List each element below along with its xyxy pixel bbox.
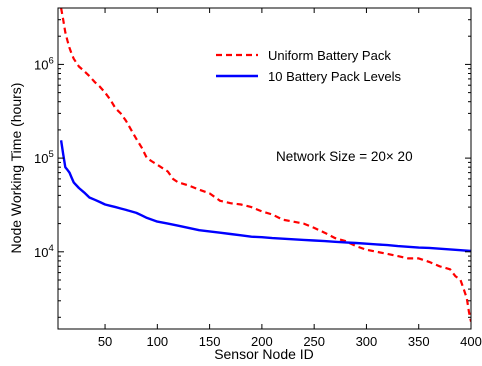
x-tick-label: 50	[98, 334, 112, 349]
y-axis-label: Node Working Time (hours)	[8, 83, 24, 254]
x-axis-label: Sensor Node ID	[214, 346, 314, 362]
legend-label-uniform: Uniform Battery Pack	[268, 48, 391, 63]
y-tick-label: 106	[34, 55, 54, 72]
plot-area	[57, 7, 472, 330]
y-tick-label: 105	[34, 149, 54, 166]
x-tick-label: 350	[408, 334, 430, 349]
series-line-levels	[59, 140, 471, 253]
series-layer	[59, 8, 471, 322]
y-axis: 104 105 106	[34, 7, 471, 318]
x-axis: 50 100 150 200 250 300 350 400	[98, 8, 482, 349]
legend-label-levels: 10 Battery Pack Levels	[268, 69, 401, 84]
y-tick-label: 104	[34, 243, 54, 260]
legend: Uniform Battery Pack 10 Battery Pack Lev…	[216, 48, 401, 84]
x-tick-label: 250	[303, 334, 325, 349]
x-tick-label: 200	[251, 334, 273, 349]
x-tick-label: 150	[199, 334, 221, 349]
x-tick-label: 100	[146, 334, 168, 349]
network-size-annotation: Network Size = 20× 20	[276, 149, 413, 164]
x-tick-label: 300	[356, 334, 378, 349]
x-tick-label: 400	[460, 334, 482, 349]
plot-frame	[57, 7, 472, 330]
series-line-uniform	[60, 8, 471, 322]
